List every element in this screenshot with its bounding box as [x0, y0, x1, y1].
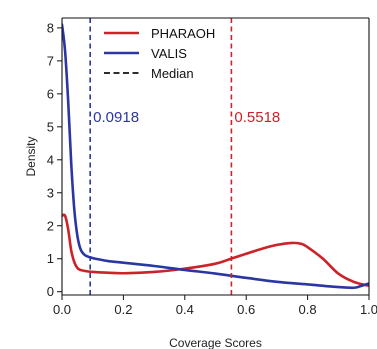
y-tick-label-1: 1 [47, 251, 54, 266]
legend-label-1: VALIS [151, 46, 187, 61]
series-layer [62, 25, 369, 288]
legend-label-2: Median [151, 66, 194, 81]
y-tick-label-5: 5 [47, 119, 54, 134]
x-axis-title: Coverage Scores [169, 336, 262, 349]
x-tick-label-1: 0.2 [114, 302, 132, 317]
legend: PHARAOH VALIS Median [104, 26, 215, 81]
y-tick-label-0: 0 [47, 284, 54, 299]
y-axis-title: Density [24, 136, 38, 176]
x-tick-label-0: 0.0 [53, 302, 71, 317]
x-tick-label-5: 1.0 [360, 302, 377, 317]
x-tick-label-4: 0.8 [299, 302, 317, 317]
y-tick-label-7: 7 [47, 53, 54, 68]
y-tick-label-6: 6 [47, 86, 54, 101]
y-tick-label-2: 2 [47, 218, 54, 233]
median-label-1: 0.5518 [234, 109, 280, 126]
y-tick-label-3: 3 [47, 185, 54, 200]
series-line-pharaoh [62, 215, 369, 286]
y-tick-label-4: 4 [47, 152, 54, 167]
axes-layer [62, 18, 369, 295]
x-tick-label-3: 0.6 [237, 302, 255, 317]
median-label-0: 0.0918 [93, 109, 139, 126]
x-tick-label-2: 0.4 [176, 302, 194, 317]
legend-label-0: PHARAOH [151, 26, 215, 41]
series-line-valis [62, 25, 369, 288]
y-tick-label-8: 8 [47, 20, 54, 35]
